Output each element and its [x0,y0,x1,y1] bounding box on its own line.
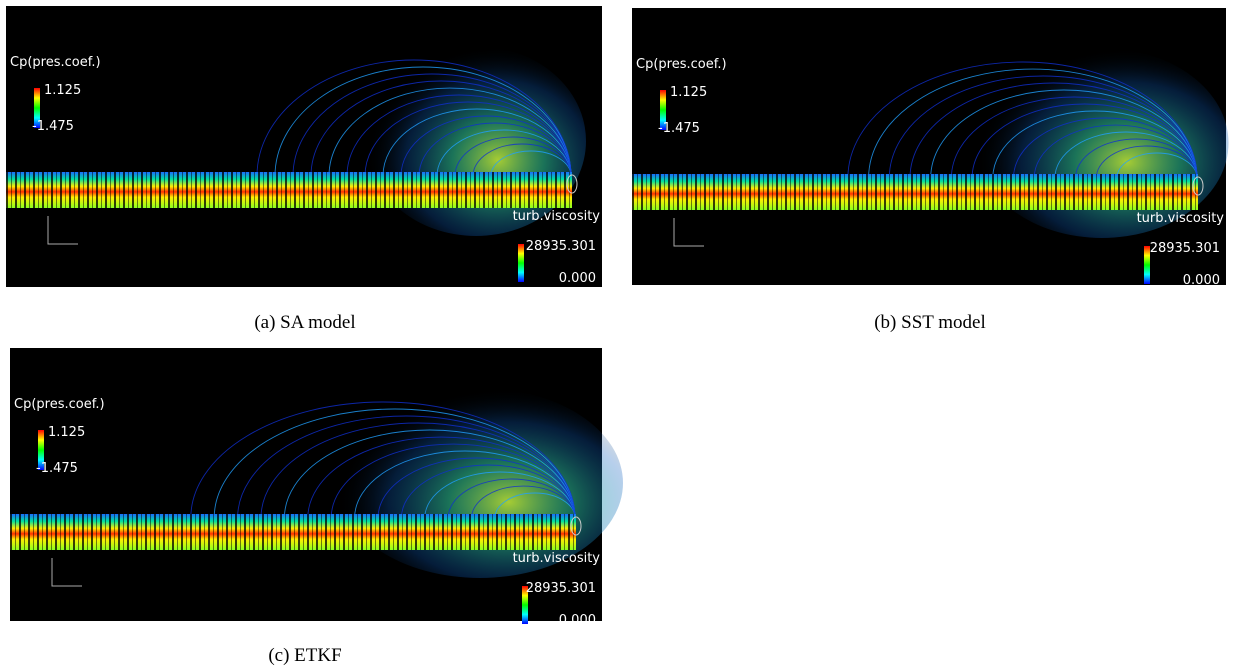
tv-title: turb.viscosity [1137,211,1225,226]
contour-line [330,443,576,519]
tv-max: 28935.301 [1150,241,1220,256]
contour-line [847,61,1198,179]
contour-line [424,471,576,519]
caption: (c) ETKF [268,645,341,666]
contour-line [310,80,572,177]
contour-line [1033,124,1198,179]
contour-line [1116,152,1198,179]
tv-title: turb.viscosity [513,209,601,224]
contour-line [364,101,572,177]
contour-line [454,136,572,177]
contour-line [472,143,572,177]
cp-colorbar [34,88,40,128]
tv-title: turb.viscosity [513,551,601,566]
caption: (b) SST model [874,312,986,333]
axis-glyph [51,558,82,587]
contour-line [260,422,576,519]
contour-line [274,66,572,177]
contour-line [1054,131,1198,179]
contour-line [950,96,1198,179]
contour-line [307,436,576,519]
caption: (a) SA model [254,312,355,333]
contour-line [213,408,576,519]
contour-line [256,59,572,177]
cp-max: 1.125 [670,85,707,100]
contour-line [447,478,576,519]
contour-line [436,129,572,177]
contour-line [490,150,572,177]
contour-line [992,110,1198,179]
contour-line [354,450,576,519]
tv-colorbar [518,244,524,282]
axis-glyph [47,216,78,245]
contour-line [888,75,1198,179]
contour-line [1075,138,1198,179]
axis-glyph [673,218,704,247]
rod-stripes [6,172,572,208]
tv-min: 0.000 [1183,273,1220,288]
contour-line [292,73,572,177]
contour-line [346,94,572,177]
contour-line [971,103,1198,179]
panel: Cp(pres.coef.) 1.125 -1.475 turb.viscosity 2… [632,8,1229,288]
contour-line [1013,117,1198,179]
panel: Cp(pres.coef.) 1.125 -1.475 turb.viscosity 2… [10,348,623,628]
rod-stripes [10,514,576,550]
contour-line [328,87,572,177]
contour-line [382,108,572,177]
rod-tip [570,516,582,536]
contour-line [283,429,576,519]
tv-min: 0.000 [559,271,596,286]
rod-tip [1192,176,1204,196]
tv-colorbar [522,586,528,624]
cp-title: Cp(pres.coef.) [14,397,105,412]
cp-colorbar [38,430,44,470]
contour-line [471,485,576,519]
contour-line [1095,145,1198,179]
cp-min: -1.475 [36,461,78,476]
tv-max: 28935.301 [526,239,596,254]
contour-line [494,492,576,519]
cp-title: Cp(pres.coef.) [636,57,727,72]
contour-line [930,89,1198,179]
cp-colorbar [660,90,666,130]
contour-line [868,68,1198,179]
contour-line [909,82,1198,179]
contour-line [190,401,576,519]
contour-line [418,122,572,177]
cp-max: 1.125 [48,425,85,440]
contour-line [237,415,576,519]
panel: Cp(pres.coef.) 1.125 -1.475 turb.viscosity 2… [6,6,602,287]
contour-line [400,464,576,519]
contour-line [400,115,572,177]
rod-stripes [632,174,1198,210]
cp-title: Cp(pres.coef.) [10,55,101,70]
tv-min: 0.000 [559,613,596,628]
cp-min: -1.475 [658,121,700,136]
cp-max: 1.125 [44,83,81,98]
tv-max: 28935.301 [526,581,596,596]
cp-min: -1.475 [32,119,74,134]
tv-colorbar [1144,246,1150,284]
rod-tip [566,174,578,194]
contour-line [377,457,576,519]
